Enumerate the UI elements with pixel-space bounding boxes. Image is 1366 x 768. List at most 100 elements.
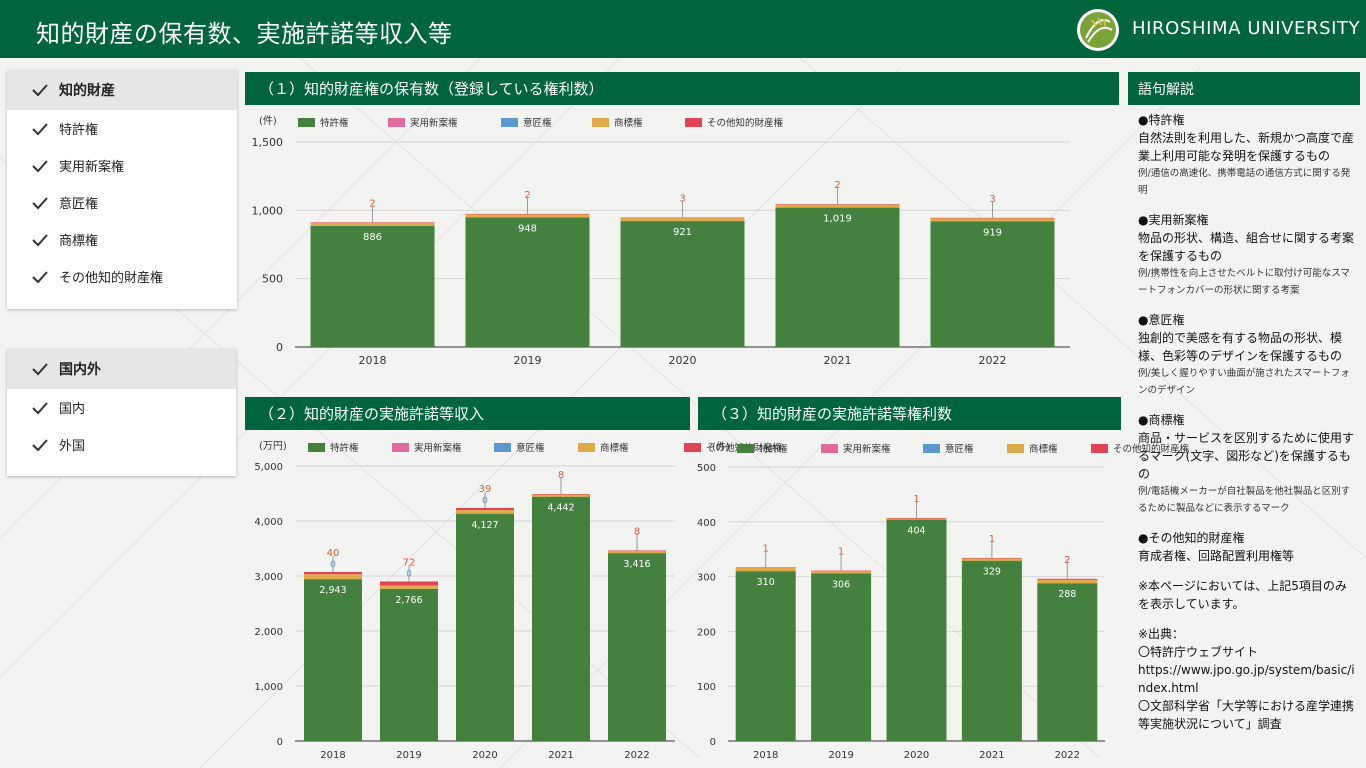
checkbox-checked-icon[interactable] xyxy=(31,360,49,378)
bar-segment xyxy=(811,571,872,574)
legend-label: その他知的財産権 xyxy=(707,117,784,129)
x-tick-label: 2018 xyxy=(359,354,387,367)
glossary-source-jpo-url[interactable]: https://www.jpo.go.jp/system/basic/index… xyxy=(1138,663,1355,695)
legend-label: 商標権 xyxy=(600,442,629,454)
legend-label: 実用新案権 xyxy=(843,443,891,455)
bar-segment xyxy=(310,225,435,347)
x-tick-label: 2020 xyxy=(669,354,697,367)
bar-segment xyxy=(930,218,1055,222)
bar-segment xyxy=(380,588,438,741)
filter-header-label: 国内外 xyxy=(59,362,101,378)
glossary-desc-other: 育成者権、回路配置利用権等 xyxy=(1138,549,1295,563)
glossary-term-utility: ●実用新案権 xyxy=(1138,213,1209,227)
legend-swatch xyxy=(923,444,940,453)
legend-label: 意匠権 xyxy=(523,117,552,129)
y-tick-label: 4,000 xyxy=(254,517,283,528)
x-tick-label: 2020 xyxy=(904,750,929,761)
x-tick-label: 2022 xyxy=(1055,750,1080,761)
bar-sub-label: 0 xyxy=(330,560,336,570)
glossary-spacer xyxy=(1138,613,1356,625)
y-tick-label: 100 xyxy=(697,682,716,693)
y-tick-label: 0 xyxy=(276,341,283,354)
header-bar: 知的財産の保有数、実施許諾等収入等 HIROSHIMA UNIVERSITY xyxy=(0,0,1366,58)
bar-segment xyxy=(1037,579,1098,584)
y-tick-label: 0 xyxy=(710,737,716,748)
legend-label: 特許権 xyxy=(330,442,359,454)
filter-item-label: 外国 xyxy=(59,439,86,454)
bar-segment xyxy=(456,510,514,514)
check-icon[interactable] xyxy=(31,157,49,175)
glossary-note: ※本ページにおいては、上記5項目のみを表示しています。 xyxy=(1138,579,1347,611)
glossary-desc-design: 独創的で美感を有する物品の形状、模様、色彩等のデザインを保護するもの xyxy=(1138,331,1343,363)
bar-segment xyxy=(310,222,435,223)
bar-segment xyxy=(304,579,362,741)
filter-item-trademark[interactable]: 商標権 xyxy=(7,221,237,258)
y-tick-label: 400 xyxy=(697,518,716,529)
bar-segment xyxy=(886,519,947,741)
bar-sub-label: 0 xyxy=(406,570,412,580)
legend-swatch xyxy=(298,118,315,127)
bar-top-label: 3 xyxy=(989,194,995,205)
bar-top-label: 2 xyxy=(1064,555,1070,566)
glossary-example-utility: 例/携帯性を向上させたベルトに取付け可能なスマートフォンカバーの形状に関する考案 xyxy=(1138,268,1350,296)
glossary-example-trademark: 例/電話機メーカーが自社製品を他社製品と区別するために製品などに表示するマーク xyxy=(1138,486,1351,514)
legend-label: 実用新案権 xyxy=(414,442,462,454)
bar-segment xyxy=(380,585,438,589)
bar-segment xyxy=(532,496,590,741)
bar-top-label: 8 xyxy=(558,470,564,481)
legend-label: 意匠権 xyxy=(516,442,545,454)
bar-segment xyxy=(620,221,745,347)
filter-item-domestic[interactable]: 国内 xyxy=(7,389,236,426)
bar-value-label: 2,943 xyxy=(319,585,346,596)
glossary-source-heading: ※出典： xyxy=(1138,627,1185,641)
glossary-desc-trademark: 商品・サービスを区別するために使用するマーク(文字、図形など)を保護するもの xyxy=(1138,431,1355,481)
check-icon[interactable] xyxy=(31,194,49,212)
legend-swatch xyxy=(388,118,405,127)
filter-item-label: 国内 xyxy=(59,402,86,417)
bar-value-label: 4,442 xyxy=(547,503,574,514)
filter-header-domestic[interactable]: 国内外 xyxy=(7,349,236,389)
filter-item-other[interactable]: その他知的財産権 xyxy=(7,258,237,295)
bar-segment xyxy=(775,207,900,208)
legend-label: 実用新案権 xyxy=(410,117,458,129)
filter-item-design[interactable]: 意匠権 xyxy=(7,184,237,221)
bar-top-label: 39 xyxy=(479,484,492,495)
glossary-term-patent: ●特許権 xyxy=(1138,113,1185,127)
bar-segment xyxy=(532,494,590,497)
legend-swatch xyxy=(592,118,609,127)
filter-item-foreign[interactable]: 外国 xyxy=(7,426,236,463)
checkbox-checked-icon[interactable] xyxy=(31,81,49,99)
filter-header-label: 知的財産 xyxy=(59,83,115,99)
bar-segment xyxy=(961,557,1022,559)
university-name: HIROSHIMA UNIVERSITY xyxy=(1132,18,1361,39)
filter-item-label: 特許権 xyxy=(59,123,99,138)
legend-swatch xyxy=(737,444,754,453)
check-icon[interactable] xyxy=(31,399,49,417)
x-tick-label: 2018 xyxy=(320,750,345,761)
y-tick-label: 2,000 xyxy=(254,627,283,638)
check-icon[interactable] xyxy=(31,268,49,286)
bar-top-label: 72 xyxy=(403,558,416,569)
y-tick-label: 1,500 xyxy=(252,136,284,149)
bar-segment xyxy=(811,570,872,572)
bar-value-label: 4,127 xyxy=(471,520,498,531)
bar-top-label: 1 xyxy=(838,547,844,558)
glossary-term-other: ●その他知的財産権 xyxy=(1138,531,1245,545)
legend-swatch xyxy=(494,443,511,452)
filter-header-ip[interactable]: 知的財産 xyxy=(7,70,237,110)
filter-item-utility[interactable]: 実用新案権 xyxy=(7,147,237,184)
bar-segment xyxy=(735,567,796,568)
check-icon[interactable] xyxy=(31,120,49,138)
filter-domestic-foreign: 国内外 国内 外国 xyxy=(7,349,236,476)
check-icon[interactable] xyxy=(31,231,49,249)
bar-top-label: 2 xyxy=(834,180,840,191)
check-icon[interactable] xyxy=(31,436,49,454)
y-axis-unit: (件) xyxy=(712,441,730,453)
bar-segment xyxy=(608,550,666,551)
bar-segment xyxy=(532,494,590,495)
chart2-title: （２）知的財産の実施許諾等収入 xyxy=(245,397,690,430)
x-tick-label: 2022 xyxy=(624,750,649,761)
glossary-spacer xyxy=(1138,565,1356,577)
filter-item-patent[interactable]: 特許権 xyxy=(7,110,237,147)
y-axis-unit: (件) xyxy=(259,115,277,127)
